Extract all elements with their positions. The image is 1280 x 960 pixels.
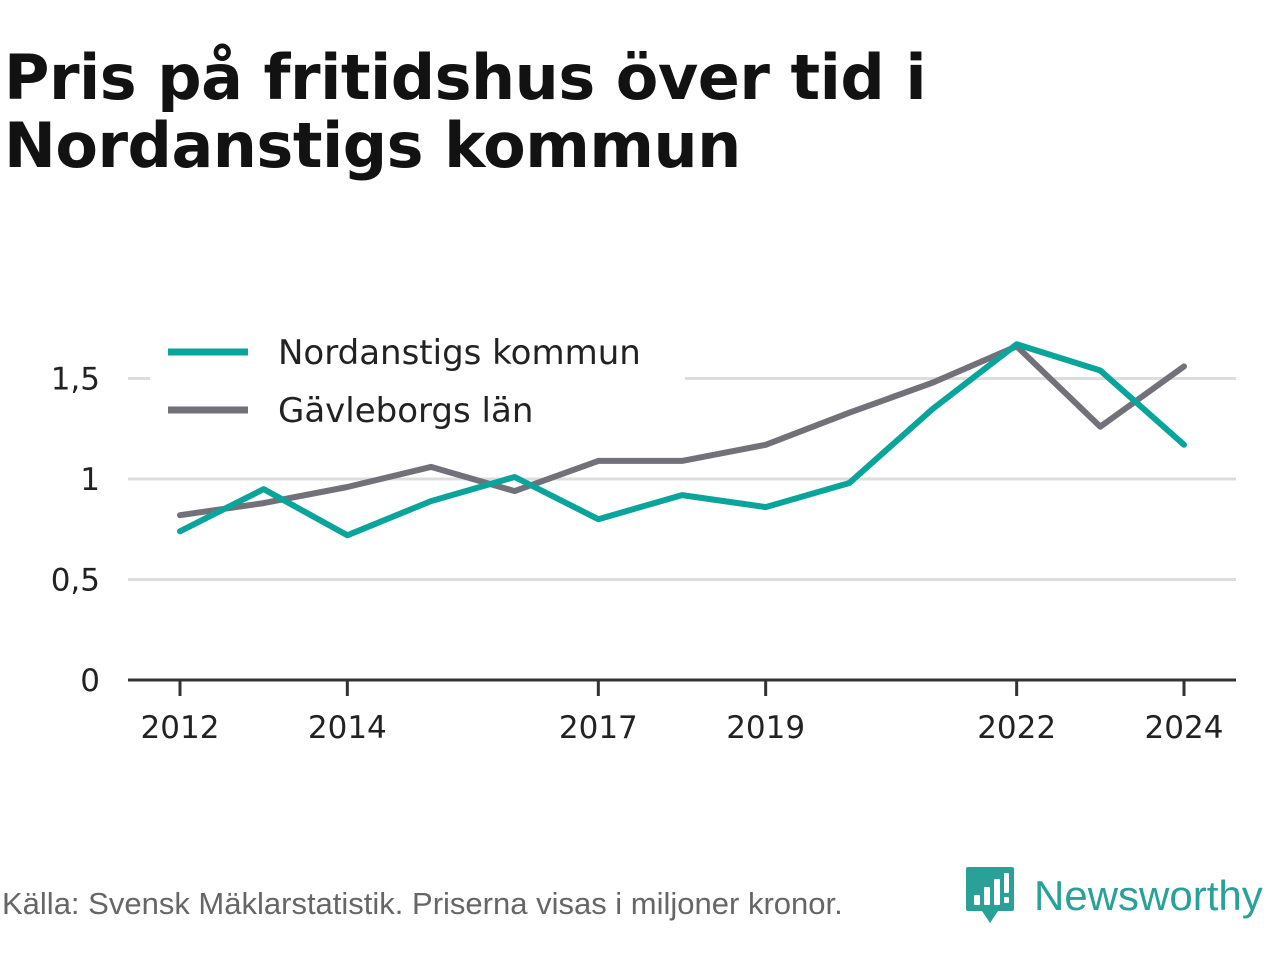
y-axis: 0 0,5 1 1,5 xyxy=(51,362,100,700)
brand-logo[interactable]: Newsworthy xyxy=(964,864,1263,928)
x-tick-label: 2019 xyxy=(726,710,805,746)
brand-name: Newsworthy xyxy=(1034,872,1263,919)
line-chart: 0 0,5 1 1,5 2012 2014 2017 2019 2022 2024 Nordan… xyxy=(50,318,1236,746)
legend-label: Gävleborgs län xyxy=(278,391,533,431)
x-tick-label: 2012 xyxy=(141,710,220,746)
y-tick-label: 0 xyxy=(80,663,100,699)
x-tick-label: 2024 xyxy=(1145,710,1224,746)
legend: Nordanstigs kommun Gävleborgs län xyxy=(150,318,685,448)
legend-background xyxy=(150,318,685,448)
newsworthy-logo-icon xyxy=(966,867,1014,923)
source-note: Källa: Svensk Mäklarstatistik. Priserna … xyxy=(2,886,843,921)
chart-title: Pris på fritidshus över tid i Nordanstig… xyxy=(4,41,927,182)
series-lines xyxy=(177,341,1187,539)
x-tick-label: 2022 xyxy=(977,710,1056,746)
x-axis-ticks: 2012 2014 2017 2019 2022 2024 xyxy=(141,680,1224,746)
x-tick-label: 2014 xyxy=(308,710,387,746)
legend-label: Nordanstigs kommun xyxy=(278,333,641,373)
y-tick-label: 0,5 xyxy=(51,563,100,599)
x-tick-label: 2017 xyxy=(559,710,638,746)
y-tick-label: 1 xyxy=(80,462,100,498)
y-tick-label: 1,5 xyxy=(51,362,100,398)
series-line-nordanstigs-kommun xyxy=(177,341,1187,539)
